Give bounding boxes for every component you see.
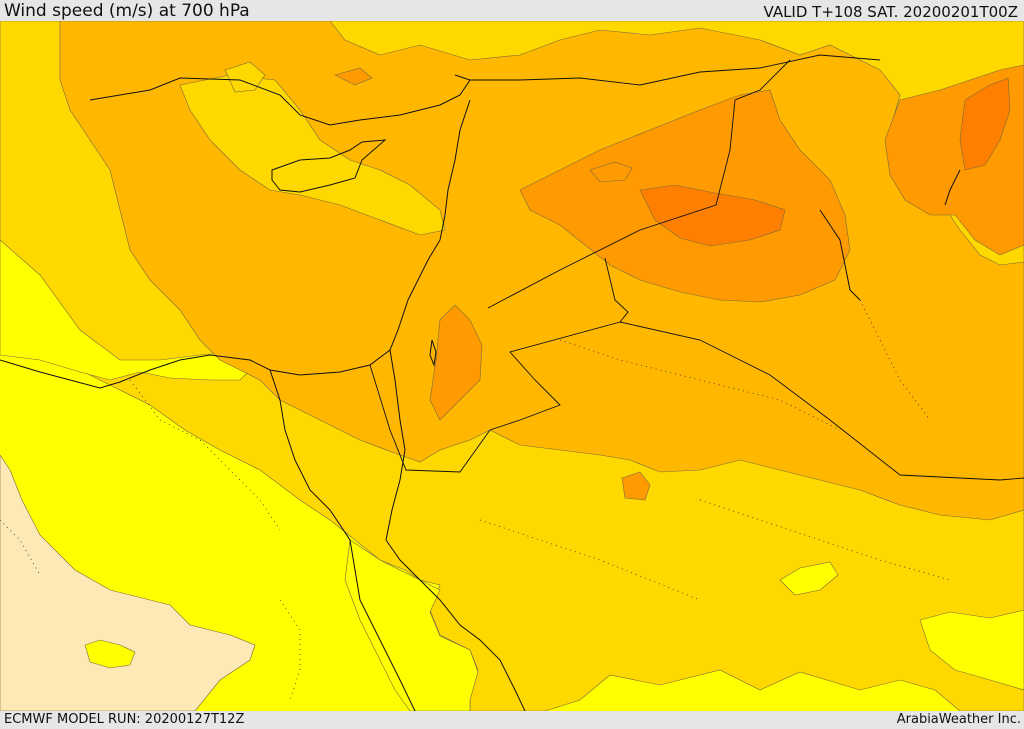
band-yellow-se <box>919 609 1024 691</box>
band-yellow-east <box>779 561 839 596</box>
band-yellow-arabia <box>344 539 479 711</box>
band-dark-orange-spot <box>334 67 373 86</box>
band-deep-orange-ne <box>959 77 1011 171</box>
map-title: Wind speed (m/s) at 700 hPa <box>4 1 250 21</box>
band-yellow-west <box>0 239 256 381</box>
band-gold-lake <box>224 61 266 93</box>
band-peach-west <box>0 454 256 711</box>
coastlines <box>0 74 961 711</box>
valid-time: VALID T+108 SAT. 20200201T00Z <box>763 3 1018 21</box>
band-gold-med <box>179 74 446 236</box>
credit: ArabiaWeather Inc. <box>896 712 1021 727</box>
header-bar: Wind speed (m/s) at 700 hPa VALID T+108 … <box>0 0 1024 21</box>
wind-speed-map <box>0 21 1024 711</box>
regional-boundaries <box>0 299 951 701</box>
band-dark-orange-spot2 <box>621 471 651 501</box>
country-borders <box>369 54 1024 481</box>
band-yellow-inset <box>84 639 136 669</box>
band-dark-orange-levant <box>429 304 483 421</box>
model-run: ECMWF MODEL RUN: 20200127T12Z <box>4 712 245 727</box>
footer-bar: ECMWF MODEL RUN: 20200127T12Z ArabiaWeat… <box>0 711 1024 729</box>
band-deep-orange <box>639 184 786 247</box>
band-dark-orange-small <box>589 161 633 183</box>
